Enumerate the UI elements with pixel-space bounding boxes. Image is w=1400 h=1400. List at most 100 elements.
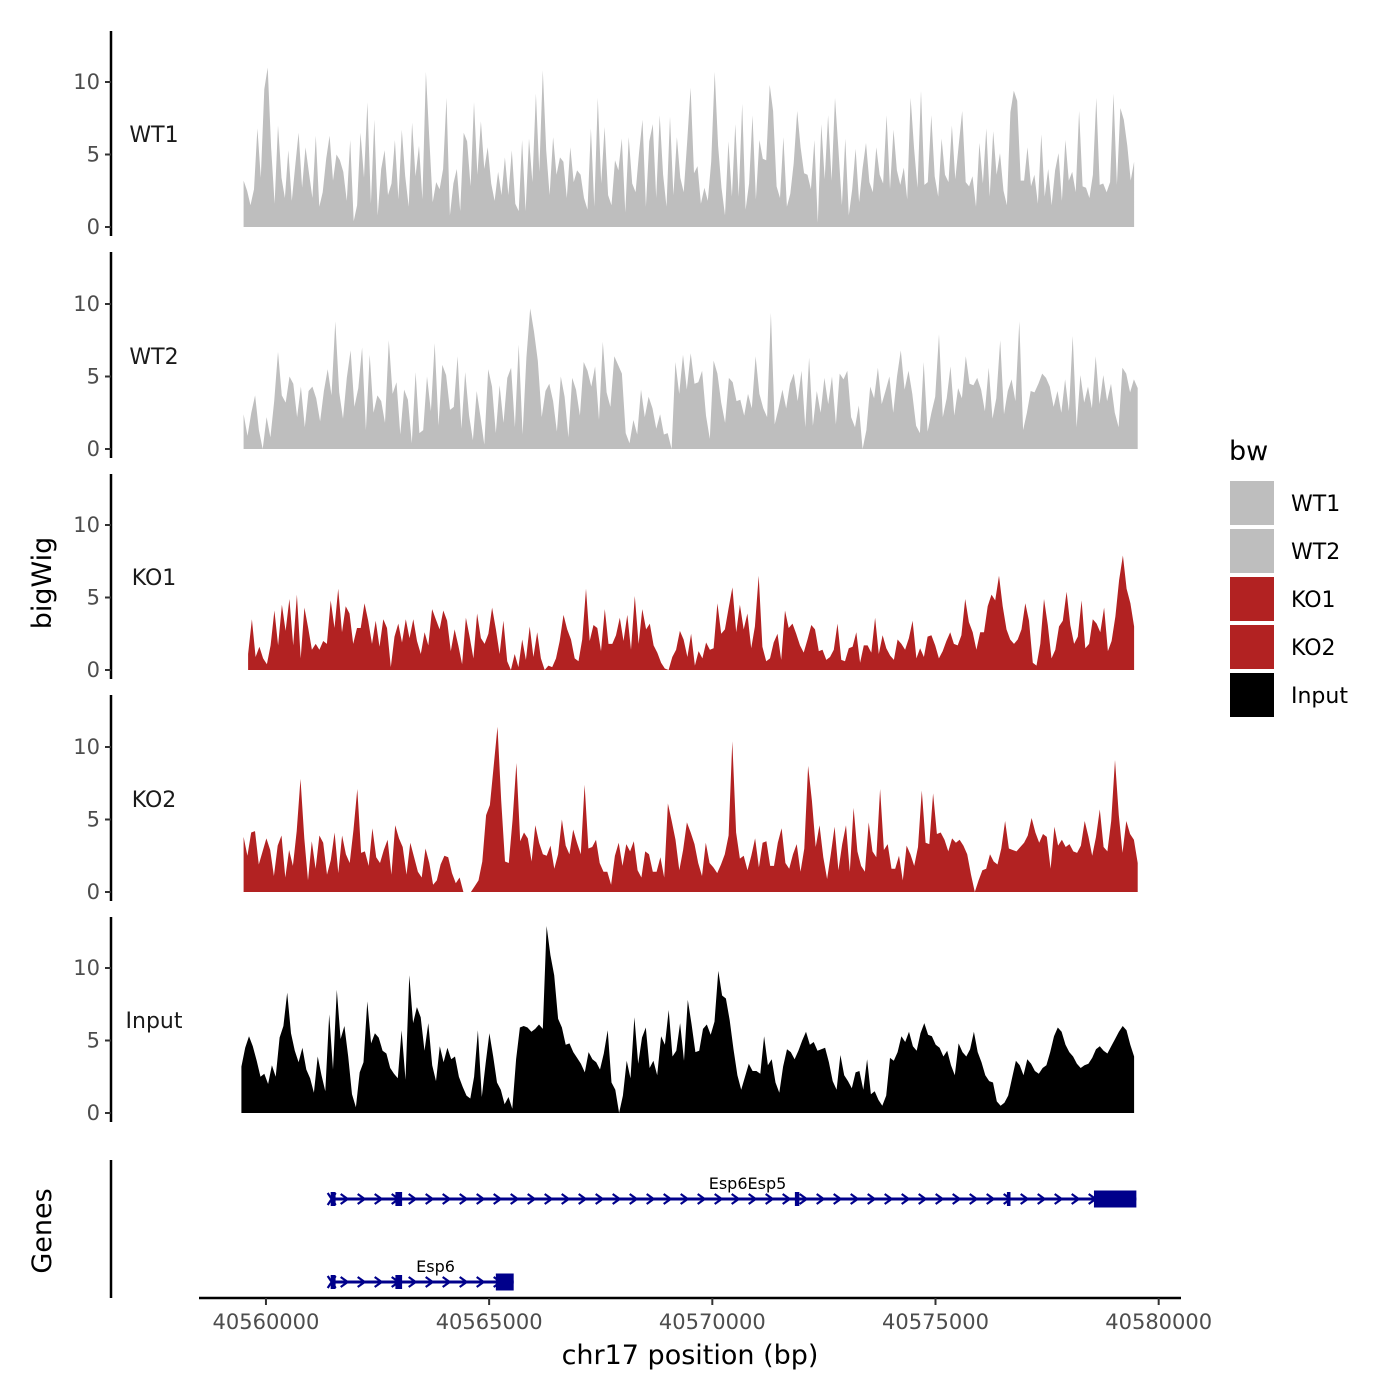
- gene-esp6: Esp6: [326, 1257, 514, 1291]
- y-tick-label: 0: [87, 658, 100, 682]
- y-tick-label: 10: [73, 513, 100, 537]
- y-tick-label: 10: [73, 735, 100, 759]
- track-wt1: 0 5 10 WT1: [73, 31, 1135, 239]
- x-tick-label: 40575000: [882, 1310, 989, 1334]
- legend-label-wt1: WT1: [1291, 492, 1340, 517]
- strand-arrow: [697, 1193, 707, 1205]
- track-ko1: 0 5 10 KO1: [73, 474, 1135, 682]
- legend-label-input: Input: [1291, 684, 1348, 709]
- strand-arrow: [425, 1193, 435, 1205]
- legend: bw WT1 WT2 KO1 KO2 Input: [1229, 436, 1348, 717]
- legend-swatch-ko2: [1230, 625, 1274, 669]
- strand-arrow: [901, 1193, 911, 1205]
- y-tick-label: 5: [87, 365, 100, 389]
- x-axis-title: chr17 position (bp): [562, 1340, 819, 1371]
- strand-arrow: [595, 1193, 605, 1205]
- y-tick-label: 0: [87, 215, 100, 239]
- legend-swatch-wt2: [1230, 529, 1274, 573]
- strand-arrow: [748, 1193, 758, 1205]
- y-tick-label: 5: [87, 143, 100, 167]
- track-wt2: 0 5 10 WT2: [73, 252, 1138, 461]
- strand-arrow: [357, 1193, 367, 1205]
- strand-arrow: [918, 1193, 928, 1205]
- legend-label-wt2: WT2: [1291, 540, 1340, 565]
- gene-start-mark: [326, 1275, 337, 1289]
- track-label-input: Input: [126, 1009, 183, 1034]
- strand-arrow: [1037, 1193, 1047, 1205]
- strand-arrow: [442, 1193, 452, 1205]
- strand-arrow: [493, 1193, 503, 1205]
- strand-arrow: [867, 1193, 877, 1205]
- legend-label-ko2: KO2: [1291, 636, 1336, 661]
- strand-arrow: [578, 1193, 588, 1205]
- x-tick-label: 40560000: [213, 1310, 320, 1334]
- genes-axis-title: Genes: [27, 1188, 58, 1273]
- gene-esp6esp5: Esp6Esp5: [326, 1174, 1137, 1208]
- strand-arrow: [1054, 1193, 1064, 1205]
- strand-arrow: [833, 1193, 843, 1205]
- track-input: 0 5 10 Input: [73, 917, 1135, 1125]
- legend-swatch-input: [1230, 673, 1274, 717]
- legend-label-ko1: KO1: [1291, 588, 1336, 613]
- strand-arrow: [799, 1193, 809, 1205]
- coverage-area-wt1: [243, 67, 1135, 227]
- strand-arrow: [408, 1276, 418, 1288]
- strand-arrow: [612, 1193, 622, 1205]
- x-tick-label: 40565000: [436, 1310, 543, 1334]
- strand-arrow: [544, 1193, 554, 1205]
- strand-arrow: [1003, 1193, 1013, 1205]
- gene-start-mark: [326, 1192, 337, 1206]
- strand-arrow: [340, 1193, 350, 1205]
- strand-arrow: [731, 1193, 741, 1205]
- y-tick-label: 0: [87, 437, 100, 461]
- strand-arrow: [374, 1276, 384, 1288]
- track-label-ko2: KO2: [132, 788, 177, 813]
- y-tick-label: 10: [73, 70, 100, 94]
- y-tick-label: 5: [87, 586, 100, 610]
- gene-exon: [330, 1275, 336, 1289]
- coverage-area-input: [241, 926, 1135, 1113]
- strand-arrow: [476, 1276, 486, 1288]
- strand-arrow: [765, 1193, 775, 1205]
- strand-arrow: [680, 1193, 690, 1205]
- gene-exon: [395, 1275, 403, 1289]
- strand-arrow: [510, 1193, 520, 1205]
- coverage-tracks: 0 5 10 WT1 0 5 10 WT2 0 5 10 KO1 0 5 10 KO2 0 5 10 Input: [73, 31, 1138, 1125]
- strand-arrow: [714, 1193, 724, 1205]
- track-label-ko1: KO1: [132, 566, 177, 591]
- y-axis-title: bigWig: [27, 537, 58, 630]
- strand-arrow: [340, 1276, 350, 1288]
- strand-arrow: [782, 1193, 792, 1205]
- strand-arrow: [425, 1276, 435, 1288]
- gene-exon: [1006, 1192, 1011, 1206]
- strand-arrow: [1020, 1193, 1030, 1205]
- strand-arrow: [408, 1193, 418, 1205]
- coverage-area-wt2: [243, 308, 1138, 449]
- y-tick-label: 0: [87, 1101, 100, 1125]
- gene-exon: [495, 1273, 514, 1291]
- gene-label: Esp6: [416, 1257, 455, 1276]
- strand-arrow: [646, 1193, 656, 1205]
- gene-exon: [395, 1192, 403, 1206]
- x-tick-label: 40580000: [1105, 1310, 1212, 1334]
- strand-arrow: [663, 1193, 673, 1205]
- strand-arrow: [986, 1193, 996, 1205]
- x-tick-label: 40570000: [659, 1310, 766, 1334]
- y-tick-label: 10: [73, 292, 100, 316]
- strand-arrow: [969, 1193, 979, 1205]
- y-tick-label: 5: [87, 808, 100, 832]
- strand-arrow: [357, 1276, 367, 1288]
- strand-arrow: [561, 1193, 571, 1205]
- strand-arrow: [459, 1193, 469, 1205]
- strand-arrow: [476, 1193, 486, 1205]
- strand-arrow: [459, 1276, 469, 1288]
- y-tick-label: 0: [87, 880, 100, 904]
- gene-exon: [794, 1192, 800, 1206]
- gene-exon: [330, 1192, 336, 1206]
- track-label-wt1: WT1: [129, 123, 178, 148]
- strand-arrow: [935, 1193, 945, 1205]
- track-label-wt2: WT2: [129, 345, 178, 370]
- legend-swatch-ko1: [1230, 577, 1274, 621]
- x-axis: 40560000 40565000 40570000 40575000 40580000: [199, 1296, 1212, 1334]
